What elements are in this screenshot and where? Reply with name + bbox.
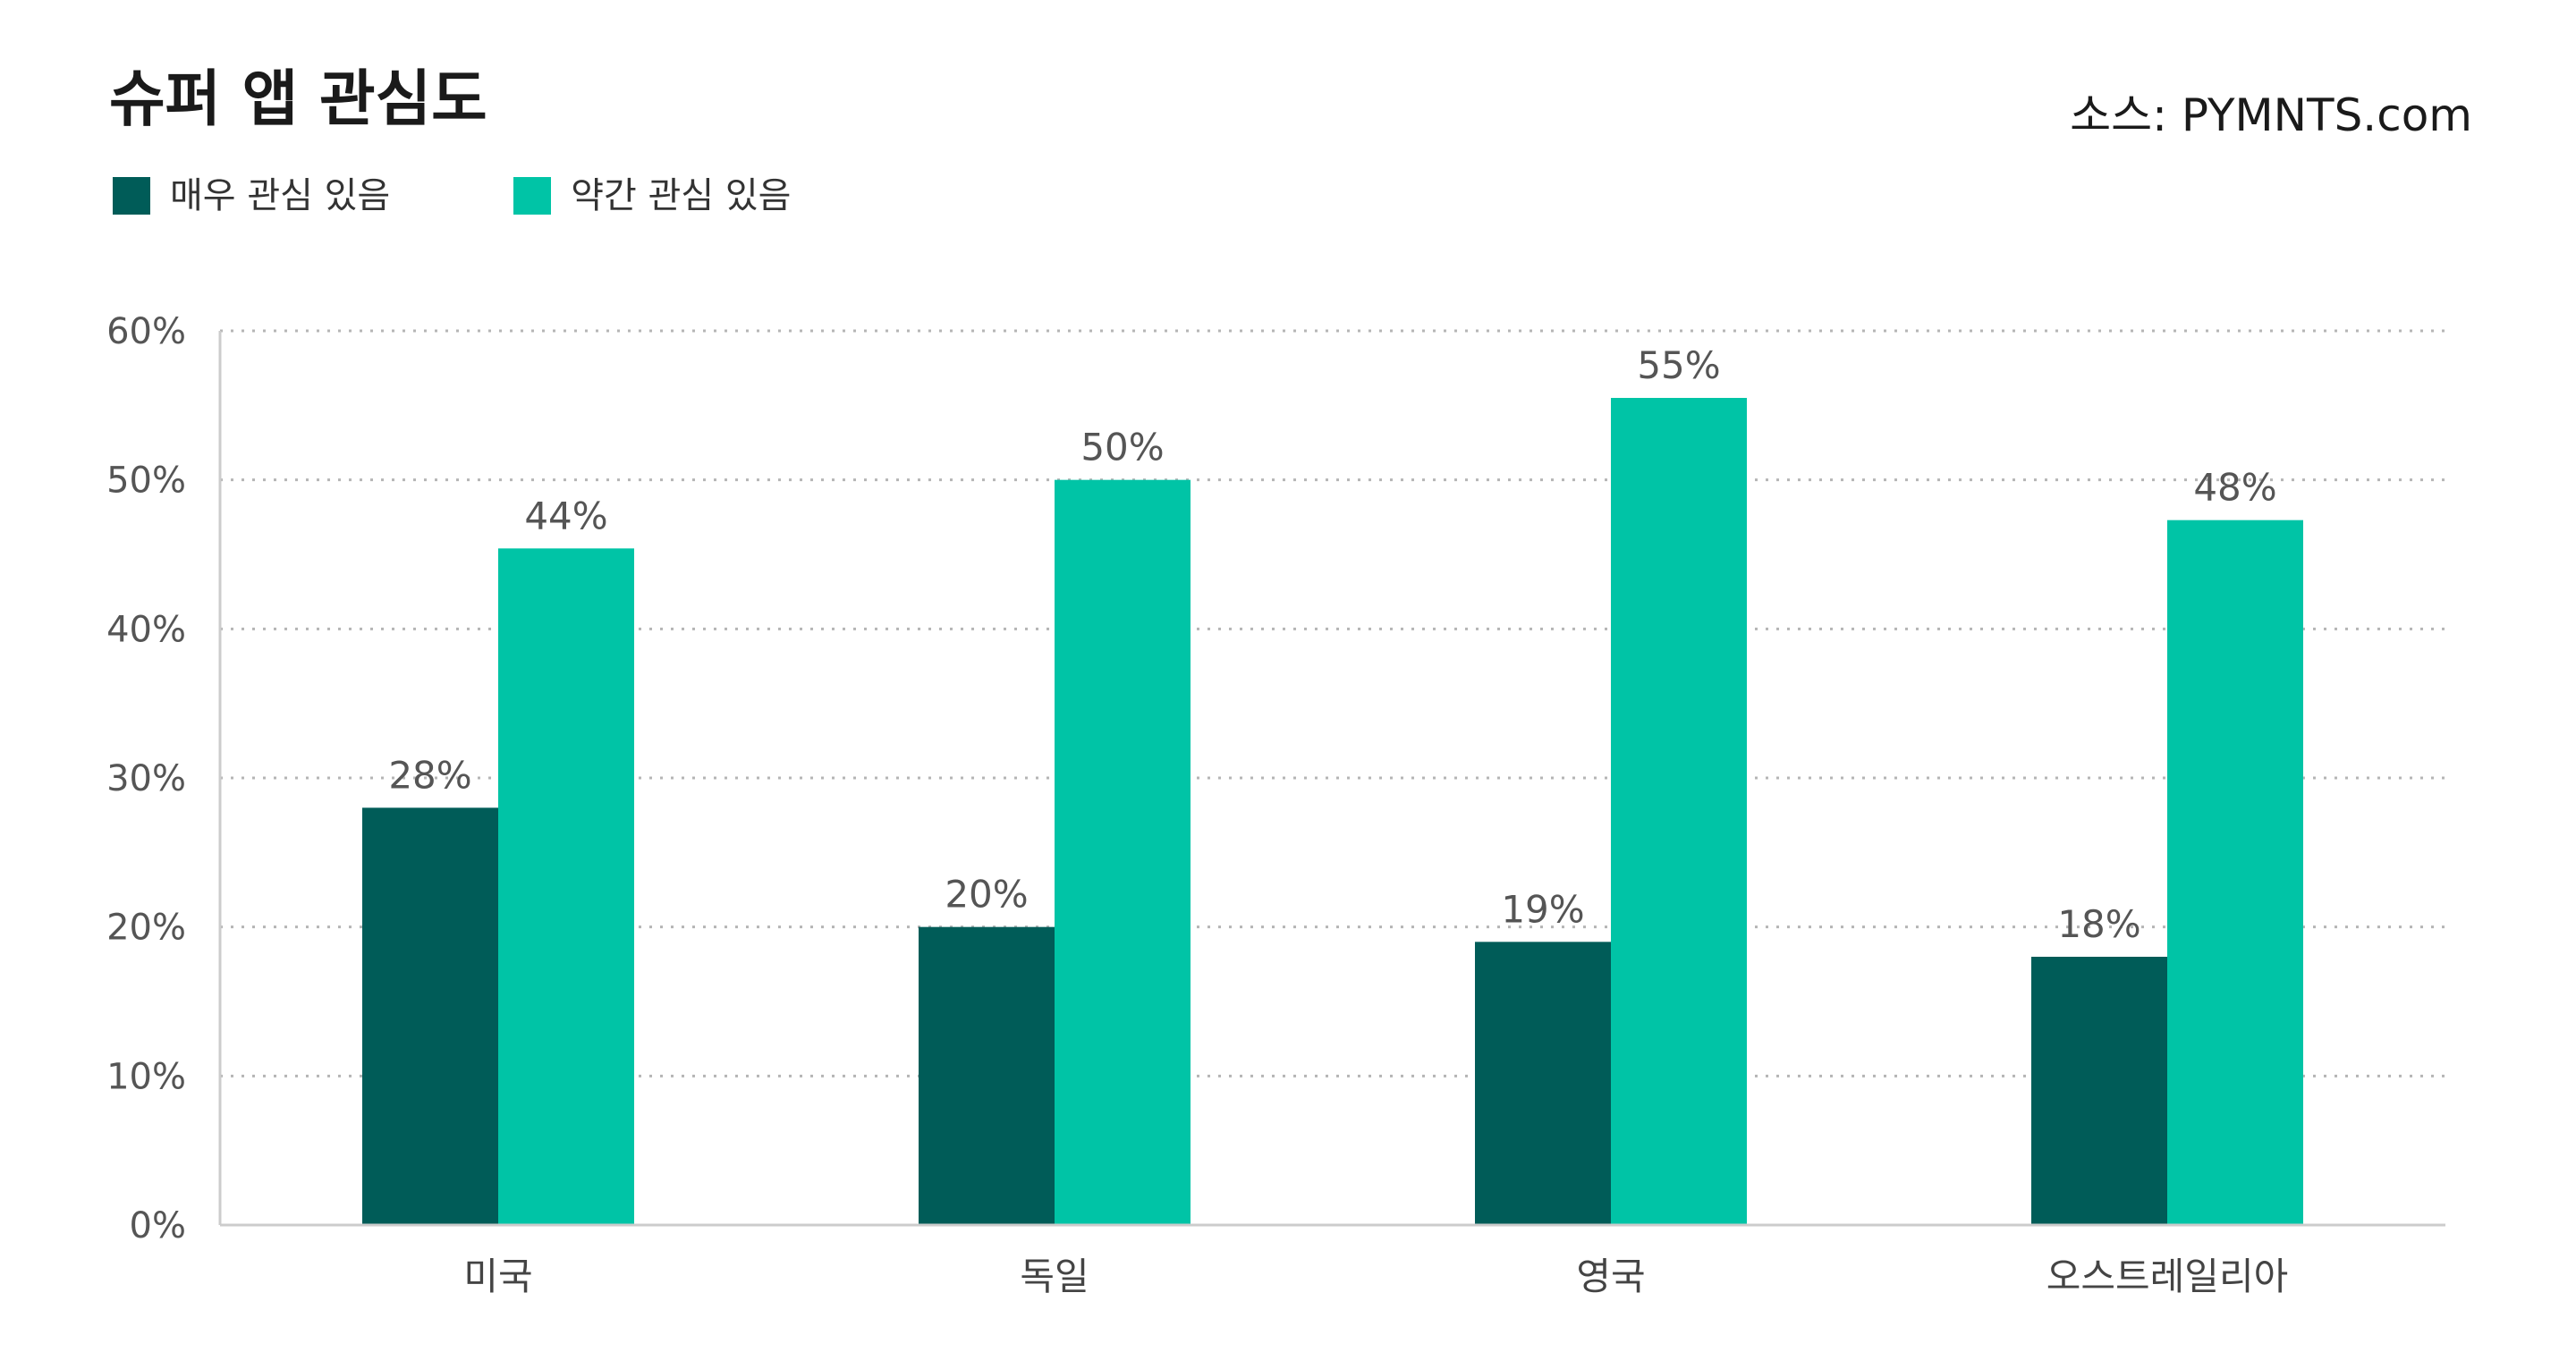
bar [2167, 520, 2303, 1225]
y-tick-label: 30% [106, 758, 186, 799]
data-label: 50% [1080, 426, 1164, 469]
data-label: 48% [2193, 466, 2276, 510]
data-label: 18% [2057, 902, 2140, 946]
x-category-label: 미국 [463, 1255, 532, 1298]
legend-item-very-interested: 매우 관심 있음 [113, 177, 390, 215]
bar [362, 807, 498, 1225]
y-tick-label: 0% [130, 1205, 186, 1246]
data-label: 20% [945, 873, 1028, 917]
legend: 매우 관심 있음 약간 관심 있음 [113, 177, 914, 215]
bar [919, 926, 1055, 1225]
legend-item-somewhat-interested: 약간 관심 있음 [513, 177, 791, 215]
bar [1611, 398, 1747, 1225]
y-tick-label: 10% [106, 1056, 186, 1097]
bar [2031, 957, 2167, 1225]
bar [1475, 942, 1611, 1225]
y-tick-label: 20% [106, 908, 186, 949]
y-tick-label: 50% [106, 461, 186, 502]
y-tick-label: 40% [106, 609, 186, 650]
data-label: 44% [524, 494, 607, 537]
legend-label-somewhat-interested: 약간 관심 있음 [571, 175, 792, 216]
x-category-label: 오스트레일리아 [2046, 1255, 2288, 1298]
bar [498, 548, 634, 1225]
legend-swatch-very-interested [113, 177, 150, 215]
x-category-label: 영국 [1576, 1255, 1645, 1298]
y-tick-label: 60% [106, 311, 186, 352]
source-note: 소스: PYMNTS.com [2070, 89, 2472, 141]
data-label: 55% [1637, 343, 1720, 387]
x-category-label: 독일 [1020, 1255, 1089, 1298]
bar [1055, 479, 1191, 1225]
data-label: 28% [388, 753, 471, 797]
data-label: 19% [1501, 887, 1584, 931]
legend-swatch-somewhat-interested [513, 177, 552, 215]
chart-title: 슈퍼 앱 관심도 [109, 64, 487, 135]
legend-label-very-interested: 매우 관심 있음 [170, 175, 391, 216]
